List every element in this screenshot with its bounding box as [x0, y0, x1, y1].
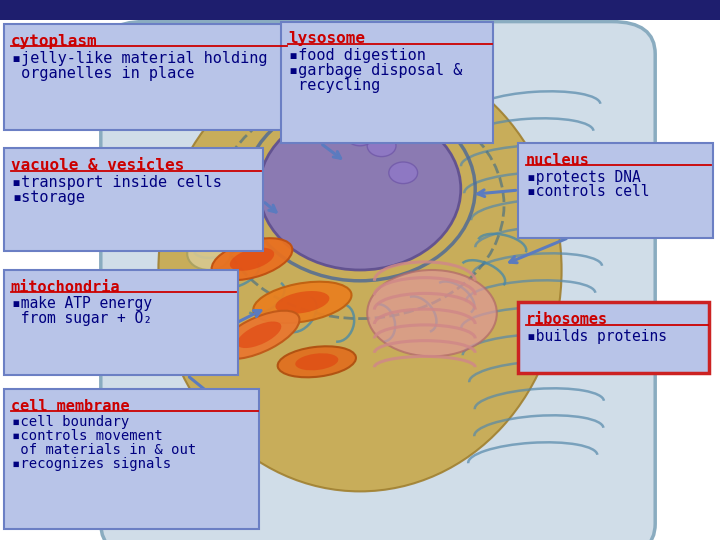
- Text: ▪protects DNA: ▪protects DNA: [527, 170, 641, 185]
- Text: ▪make ATP energy: ▪make ATP energy: [12, 296, 152, 312]
- Ellipse shape: [219, 310, 300, 359]
- Ellipse shape: [212, 238, 292, 280]
- Text: organelles in place: organelles in place: [12, 66, 194, 81]
- Text: ▪recognizes signals: ▪recognizes signals: [12, 457, 171, 471]
- FancyBboxPatch shape: [518, 143, 713, 238]
- Text: from sugar + O₂: from sugar + O₂: [12, 310, 152, 326]
- Text: recycling: recycling: [289, 78, 381, 93]
- FancyBboxPatch shape: [101, 22, 655, 540]
- FancyBboxPatch shape: [4, 24, 288, 130]
- Text: ribosomes: ribosomes: [526, 312, 608, 327]
- Ellipse shape: [346, 124, 374, 146]
- Ellipse shape: [278, 346, 356, 377]
- Text: ▪controls cell: ▪controls cell: [527, 184, 649, 199]
- Ellipse shape: [275, 291, 330, 314]
- Ellipse shape: [187, 238, 230, 270]
- Ellipse shape: [259, 108, 461, 270]
- FancyBboxPatch shape: [281, 22, 493, 143]
- Text: nucleus: nucleus: [526, 153, 590, 168]
- Ellipse shape: [237, 321, 282, 348]
- Ellipse shape: [389, 162, 418, 184]
- Ellipse shape: [230, 248, 274, 271]
- Text: ▪storage: ▪storage: [12, 190, 85, 205]
- Text: cell membrane: cell membrane: [11, 399, 130, 414]
- Text: ▪transport inside cells: ▪transport inside cells: [12, 175, 222, 190]
- Text: ▪controls movement: ▪controls movement: [12, 429, 163, 443]
- Text: mitochondria: mitochondria: [11, 280, 120, 295]
- Text: of materials in & out: of materials in & out: [12, 443, 197, 457]
- FancyBboxPatch shape: [4, 389, 259, 529]
- Ellipse shape: [367, 270, 497, 356]
- FancyBboxPatch shape: [4, 148, 263, 251]
- FancyBboxPatch shape: [518, 302, 709, 373]
- Text: lysosome: lysosome: [288, 31, 365, 46]
- Text: ▪cell boundary: ▪cell boundary: [12, 415, 130, 429]
- Text: ▪garbage disposal &: ▪garbage disposal &: [289, 63, 463, 78]
- Text: ▪builds proteins: ▪builds proteins: [527, 329, 667, 344]
- Text: vacuole & vesicles: vacuole & vesicles: [11, 158, 184, 173]
- Bar: [0, 0, 720, 20]
- FancyBboxPatch shape: [4, 270, 238, 375]
- Text: ▪jelly-like material holding: ▪jelly-like material holding: [12, 51, 268, 66]
- Text: ▪food digestion: ▪food digestion: [289, 48, 426, 63]
- Ellipse shape: [367, 135, 396, 157]
- Text: cytoplasm: cytoplasm: [11, 34, 97, 49]
- Ellipse shape: [253, 282, 351, 323]
- Ellipse shape: [295, 353, 338, 370]
- Ellipse shape: [158, 49, 562, 491]
